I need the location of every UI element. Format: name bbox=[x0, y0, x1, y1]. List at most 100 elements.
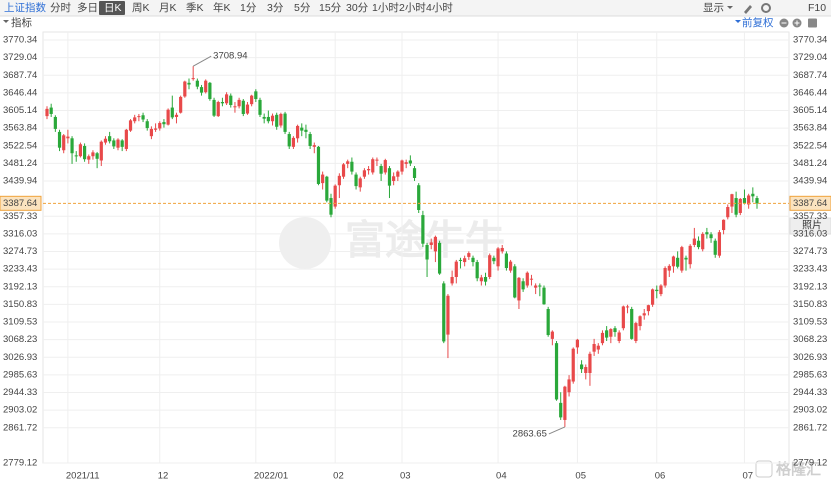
x-tick-label: 2021/11 bbox=[66, 471, 100, 482]
f10-button[interactable]: F10 bbox=[808, 2, 826, 14]
y-tick-label: 3233.43 bbox=[3, 264, 37, 275]
y-tick-label: 3563.84 bbox=[793, 123, 827, 134]
candle-body bbox=[550, 331, 554, 339]
y-tick-label: 2861.72 bbox=[3, 422, 37, 433]
candle-body bbox=[170, 107, 174, 118]
candle-body bbox=[730, 194, 734, 207]
candle-body bbox=[53, 116, 57, 129]
candle-body bbox=[625, 306, 630, 308]
y-tick-label: 2985.63 bbox=[3, 369, 37, 380]
indicator-menu[interactable]: 指标 bbox=[11, 16, 32, 29]
candle-body bbox=[571, 348, 575, 382]
candle-body bbox=[742, 198, 747, 204]
candle-body bbox=[701, 233, 705, 250]
candle-body bbox=[688, 245, 692, 265]
candle-body bbox=[237, 99, 241, 107]
fullscreen[interactable] bbox=[808, 18, 817, 28]
candle-body bbox=[425, 244, 429, 260]
candle-body bbox=[66, 136, 70, 139]
candle-body bbox=[605, 330, 609, 338]
candle-body bbox=[492, 257, 496, 262]
candle-body bbox=[166, 109, 170, 125]
candle-body bbox=[57, 131, 62, 148]
candle-body bbox=[295, 125, 300, 139]
candle-body bbox=[379, 166, 383, 174]
candle-body bbox=[258, 99, 262, 115]
candle-body bbox=[383, 160, 387, 173]
watermark-logo bbox=[279, 217, 331, 269]
x-tick-label: 02 bbox=[333, 471, 344, 482]
price-tag bbox=[789, 195, 831, 211]
candle-body bbox=[396, 171, 400, 177]
settings-icon[interactable] bbox=[761, 3, 771, 13]
candle-body bbox=[709, 234, 713, 239]
candle-body bbox=[400, 160, 404, 172]
tab[interactable]: 30分 bbox=[346, 2, 369, 14]
candle-body bbox=[371, 159, 375, 173]
price-label: 3387.64 bbox=[3, 198, 37, 209]
tab[interactable]: 15分 bbox=[319, 2, 342, 14]
photo-button[interactable] bbox=[789, 217, 831, 235]
candle-body bbox=[579, 364, 584, 370]
tab[interactable]: 季K bbox=[186, 2, 204, 14]
candle-body bbox=[316, 146, 321, 184]
candle-body bbox=[488, 255, 492, 277]
x-tick-label: 05 bbox=[575, 471, 586, 482]
candle-body bbox=[747, 195, 751, 205]
candle-body bbox=[613, 328, 617, 333]
candle-body bbox=[504, 253, 509, 269]
display-menu[interactable]: 显示 bbox=[703, 2, 724, 14]
candle-body bbox=[162, 122, 166, 125]
candle-body bbox=[705, 232, 709, 235]
candle-body bbox=[262, 116, 266, 119]
candle-body bbox=[721, 219, 726, 231]
tab[interactable]: 1小时 bbox=[372, 2, 399, 14]
tab[interactable]: 周K bbox=[132, 2, 150, 14]
y-tick-label: 3770.34 bbox=[3, 35, 37, 46]
candle-body bbox=[78, 144, 83, 157]
candle-body bbox=[108, 136, 112, 142]
caret bbox=[735, 20, 741, 23]
candle-body bbox=[321, 174, 325, 184]
y-tick-label: 3439.94 bbox=[3, 176, 37, 187]
candle-body bbox=[254, 91, 258, 100]
candle-body bbox=[266, 116, 270, 122]
candle-body bbox=[513, 266, 517, 298]
tab[interactable]: 1分 bbox=[240, 2, 257, 14]
candle-body bbox=[575, 339, 580, 348]
y-tick-label: 3687.74 bbox=[793, 70, 827, 81]
pencil-icon[interactable] bbox=[744, 5, 752, 14]
candle-body bbox=[358, 178, 362, 188]
candle-body bbox=[517, 277, 521, 301]
leader-line bbox=[548, 426, 566, 435]
photo-label[interactable]: 照片 bbox=[802, 219, 822, 232]
tab[interactable]: 多日 bbox=[77, 1, 98, 14]
tab[interactable]: 分时 bbox=[50, 2, 71, 14]
candle-body bbox=[508, 261, 513, 271]
candle-body bbox=[429, 242, 433, 245]
y-tick-label: 3481.24 bbox=[793, 158, 827, 169]
candle-body bbox=[149, 128, 154, 137]
y-tick-label: 3026.93 bbox=[3, 352, 37, 363]
tab[interactable]: 月K bbox=[159, 2, 177, 14]
candle-body bbox=[224, 94, 229, 104]
adjust-menu[interactable]: 前复权 bbox=[742, 16, 774, 29]
candle-body bbox=[534, 285, 538, 288]
tab[interactable]: 3分 bbox=[267, 2, 284, 14]
tab[interactable]: 上证指数 bbox=[4, 1, 46, 14]
candle-body bbox=[421, 215, 425, 244]
tab[interactable]: 5分 bbox=[294, 2, 311, 14]
tab[interactable]: 年K bbox=[213, 1, 231, 14]
tab[interactable]: 日K bbox=[104, 2, 122, 14]
candle-body bbox=[112, 140, 116, 147]
candle-body bbox=[463, 258, 467, 263]
tab[interactable]: 4小时 bbox=[426, 2, 453, 14]
candle-body bbox=[584, 367, 588, 374]
watermark-text: 格隆汇 bbox=[776, 460, 821, 478]
candle-body bbox=[458, 259, 463, 261]
candle-body bbox=[308, 134, 312, 146]
candle-body bbox=[475, 262, 479, 279]
tab[interactable]: 2小时 bbox=[399, 2, 426, 14]
y-tick-label: 3646.44 bbox=[793, 87, 827, 98]
candle-body bbox=[179, 96, 183, 113]
